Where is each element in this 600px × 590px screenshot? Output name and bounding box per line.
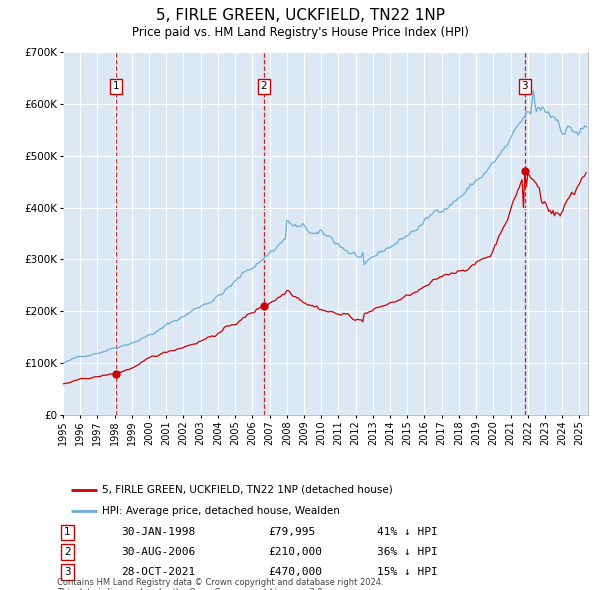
Text: 5, FIRLE GREEN, UCKFIELD, TN22 1NP (detached house): 5, FIRLE GREEN, UCKFIELD, TN22 1NP (deta… [103,485,393,495]
Text: £79,995: £79,995 [268,527,316,537]
Text: Contains HM Land Registry data © Crown copyright and database right 2024.
This d: Contains HM Land Registry data © Crown c… [57,578,383,590]
Text: 41% ↓ HPI: 41% ↓ HPI [377,527,437,537]
Text: 1: 1 [113,81,119,91]
Text: HPI: Average price, detached house, Wealden: HPI: Average price, detached house, Weal… [103,506,340,516]
Text: 30-JAN-1998: 30-JAN-1998 [122,527,196,537]
Text: £470,000: £470,000 [268,567,322,577]
Text: 1: 1 [64,527,71,537]
Text: 36% ↓ HPI: 36% ↓ HPI [377,547,437,557]
Text: 3: 3 [64,567,71,577]
Text: 28-OCT-2021: 28-OCT-2021 [122,567,196,577]
Text: 15% ↓ HPI: 15% ↓ HPI [377,567,437,577]
Text: Price paid vs. HM Land Registry's House Price Index (HPI): Price paid vs. HM Land Registry's House … [131,26,469,39]
Text: 2: 2 [64,547,71,557]
Text: 5, FIRLE GREEN, UCKFIELD, TN22 1NP: 5, FIRLE GREEN, UCKFIELD, TN22 1NP [155,8,445,23]
Text: £210,000: £210,000 [268,547,322,557]
Text: 2: 2 [260,81,267,91]
Text: 30-AUG-2006: 30-AUG-2006 [122,547,196,557]
Text: 3: 3 [521,81,528,91]
